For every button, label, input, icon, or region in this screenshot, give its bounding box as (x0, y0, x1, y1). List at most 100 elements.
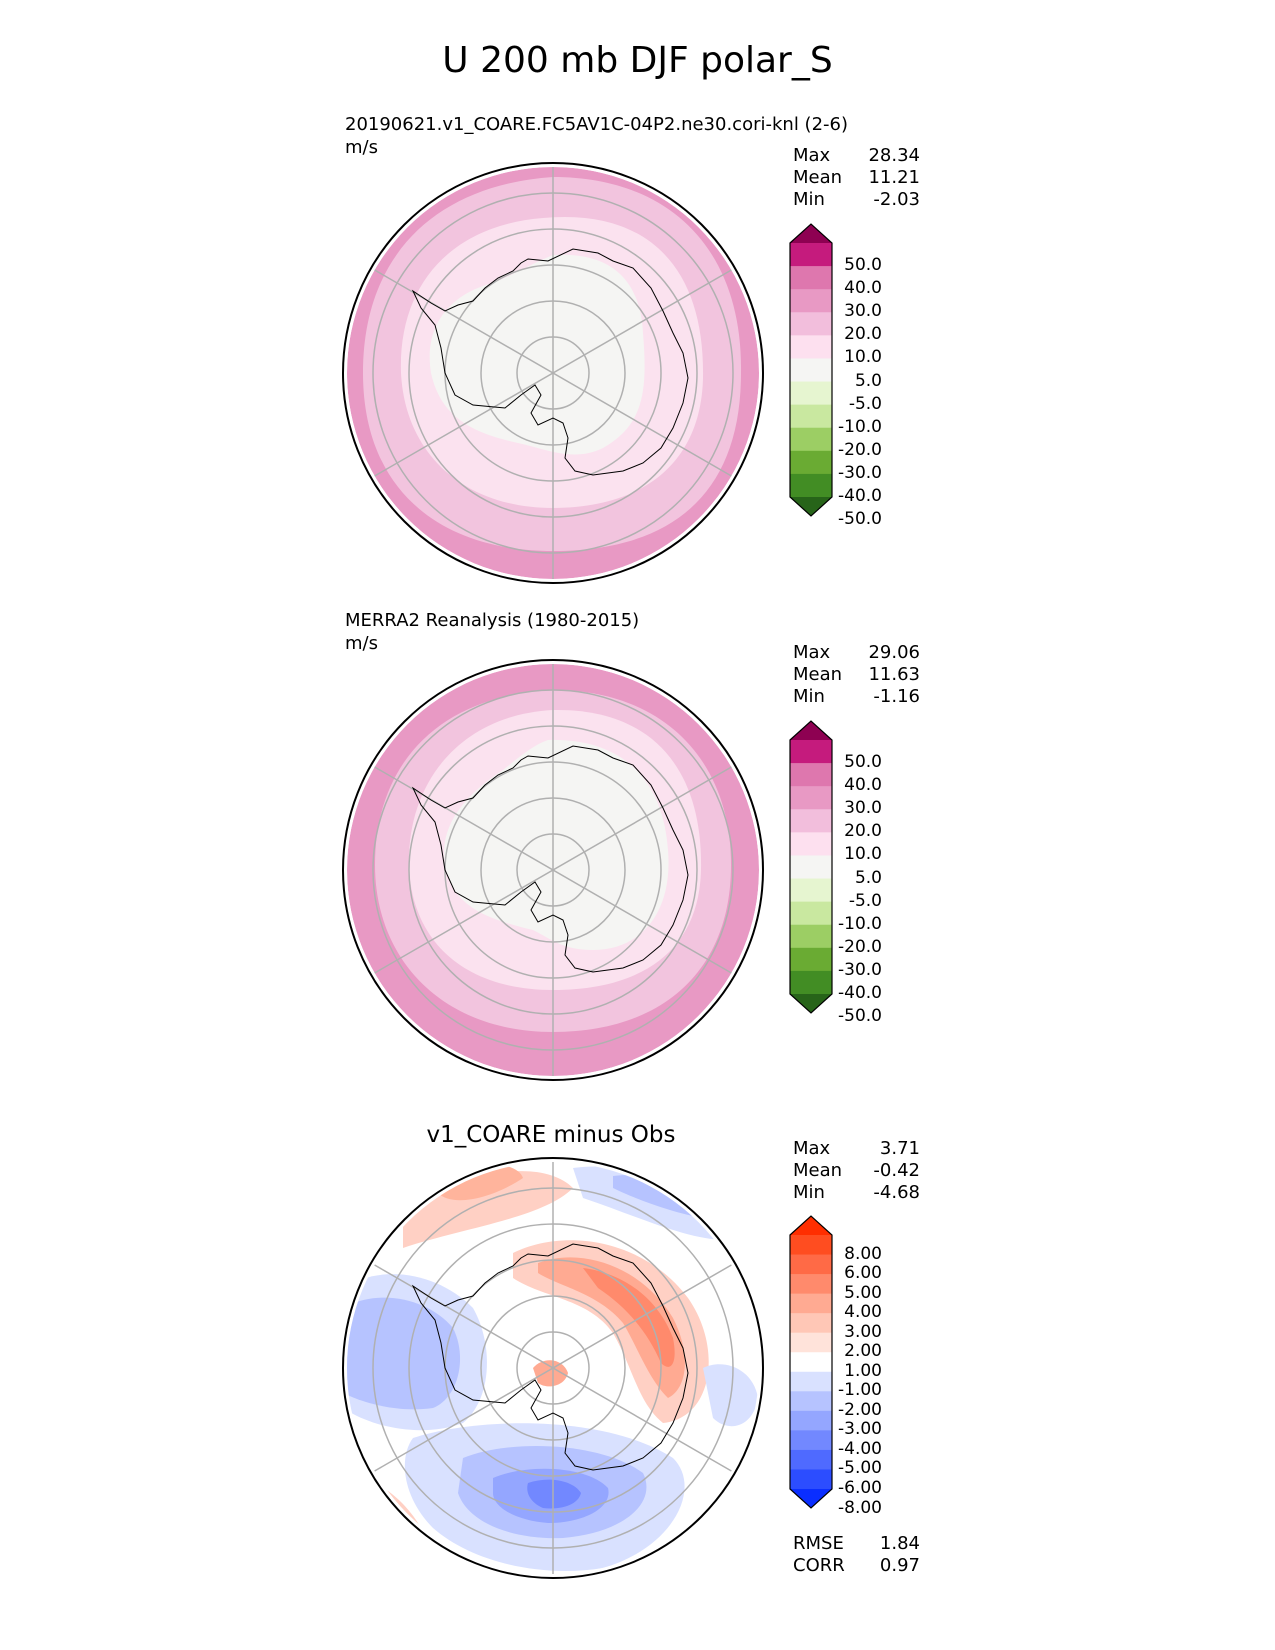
colorbar-tick-label: -30.0 (838, 462, 882, 483)
panel-3-corr-label: CORR (793, 1555, 845, 1576)
colorbar-tick-label: 5.0 (854, 370, 882, 391)
colorbar-tick-label: 2.00 (844, 1341, 882, 1362)
colorbar-segment (790, 1274, 832, 1295)
colorbar-segment (790, 1391, 832, 1412)
colorbar-tick-label: -1.00 (838, 1380, 882, 1401)
panel-1-map (342, 162, 764, 584)
colorbar-segment (790, 358, 832, 383)
panel-3-title: v1_COARE minus Obs (426, 1122, 676, 1148)
colorbar-tick-label: -40.0 (838, 983, 882, 1003)
colorbar-segment (790, 1254, 832, 1275)
colorbar-tick-label: -50.0 (838, 509, 882, 530)
colorbar-segment (790, 901, 832, 926)
panel-2-subtitle: MERRA2 Reanalysis (1980-2015) (345, 610, 640, 631)
colorbar-tick-label: 1.00 (844, 1360, 882, 1381)
panel-3-max-label: Max (793, 1138, 831, 1159)
colorbar-tick-label: 50.0 (844, 255, 882, 276)
panel-2-mean-value: 11.63 (868, 664, 920, 685)
panel-3-coastline (411, 1243, 689, 1471)
colorbar-tick-label: 5.00 (844, 1282, 882, 1303)
colorbar-segment (790, 740, 832, 764)
colorbar-segment (790, 947, 832, 972)
colorbar-segment (790, 763, 832, 787)
panel-3-negative-west-core (347, 1297, 460, 1410)
panel-2-min-label: Min (793, 686, 825, 707)
panel-3-corr-value: 0.97 (879, 1555, 920, 1576)
colorbar-tick-label: -2.00 (838, 1399, 882, 1420)
colorbar-tick-label: 40.0 (844, 278, 882, 299)
panel-1-mean-label: Mean (793, 167, 843, 188)
colorbar-segment (790, 427, 832, 452)
panel-3-mean-label: Mean (793, 1160, 843, 1181)
colorbar-tick-label: -4.00 (838, 1438, 882, 1459)
colorbar-segment (790, 994, 832, 1013)
panel-3-positive-east-core (538, 1257, 685, 1398)
colorbar-segment (790, 450, 832, 475)
panel-3-map-border (342, 1157, 764, 1579)
colorbar-tick-label: 30.0 (844, 301, 882, 322)
colorbar-segment (790, 497, 832, 516)
colorbar-segment (790, 1313, 832, 1334)
panel-1-min-value: -2.03 (873, 189, 920, 210)
colorbar-tick-label: -10.0 (838, 913, 882, 934)
colorbar-tick-label: -3.00 (838, 1419, 882, 1440)
colorbar-segment (790, 1410, 832, 1431)
panel-3-min-label: Min (793, 1182, 825, 1203)
colorbar-tick-label: 30.0 (844, 798, 882, 819)
page-title: U 200 mb DJF polar_S (442, 40, 833, 81)
panel-3-negative-south-peak (527, 1479, 581, 1509)
colorbar-tick-label: 8.00 (844, 1243, 882, 1264)
colorbar-segment (790, 786, 832, 810)
panel-3-positive-north-west (403, 1171, 573, 1248)
colorbar-segment (790, 855, 832, 880)
colorbar-segment (790, 1449, 832, 1470)
panel-2-min-value: -1.16 (873, 686, 920, 707)
panel-2-map-border (342, 659, 764, 1081)
colorbar-segment (790, 809, 832, 833)
colorbar-tick-label: -20.0 (838, 936, 882, 957)
colorbar-tick-label: -5.0 (848, 393, 882, 414)
panel-1-coastline (411, 248, 689, 476)
colorbar-segment (790, 970, 832, 995)
panel-3-min-value: -4.68 (873, 1182, 920, 1203)
colorbar-segment (790, 404, 832, 429)
colorbar-segment (790, 1352, 832, 1373)
colorbar-tick-label: -5.0 (848, 890, 882, 911)
colorbar-tick-label: 20.0 (844, 821, 882, 842)
panel-2-units: m/s (345, 633, 378, 654)
colorbar-segment (790, 878, 832, 903)
colorbar-tick-label: -20.0 (838, 439, 882, 460)
panel-3-colorbar-segments (790, 1216, 832, 1508)
panel-2-max-label: Max (793, 642, 831, 663)
panel-3-map (342, 1157, 764, 1579)
panel-1-band-calm (429, 254, 645, 455)
colorbar-tick-label: -50.0 (838, 1006, 882, 1027)
colorbar-tick-label: 3.00 (844, 1321, 882, 1342)
panel-1-colorbar-segments (790, 224, 832, 516)
panel-1-colorbar (789, 223, 833, 517)
colorbar-segment (790, 1371, 832, 1392)
panel-3-mean-value: -0.42 (873, 1160, 920, 1181)
panel-2-band-calm (444, 739, 669, 950)
colorbar-segment (790, 381, 832, 406)
colorbar-segment (790, 1489, 832, 1508)
panel-3-positive-east-max (583, 1268, 675, 1367)
panel-1-mean-value: 11.21 (868, 167, 920, 188)
colorbar-segment (790, 289, 832, 313)
panel-2-colorbar-segments (790, 721, 832, 1013)
colorbar-tick-label: -40.0 (838, 486, 882, 506)
panel-3-negative-north-east-core (613, 1175, 703, 1218)
colorbar-segment (790, 1469, 832, 1490)
colorbar-tick-label: 6.00 (844, 1263, 882, 1284)
panel-1-units: m/s (345, 137, 378, 158)
panel-3-rmse-value: 1.84 (879, 1533, 920, 1554)
colorbar-segment (790, 224, 832, 243)
colorbar-segment (790, 335, 832, 359)
colorbar-tick-label: -30.0 (838, 959, 882, 980)
colorbar-tick-label: -5.00 (838, 1458, 882, 1479)
panel-2-mean-label: Mean (793, 664, 843, 685)
colorbar-tick-label: -8.00 (838, 1497, 882, 1518)
colorbar-tick-label: 20.0 (844, 324, 882, 345)
panel-1-min-label: Min (793, 189, 825, 210)
panel-1-subtitle: 20190621.v1_COARE.FC5AV1C-04P2.ne30.cori… (345, 114, 848, 135)
